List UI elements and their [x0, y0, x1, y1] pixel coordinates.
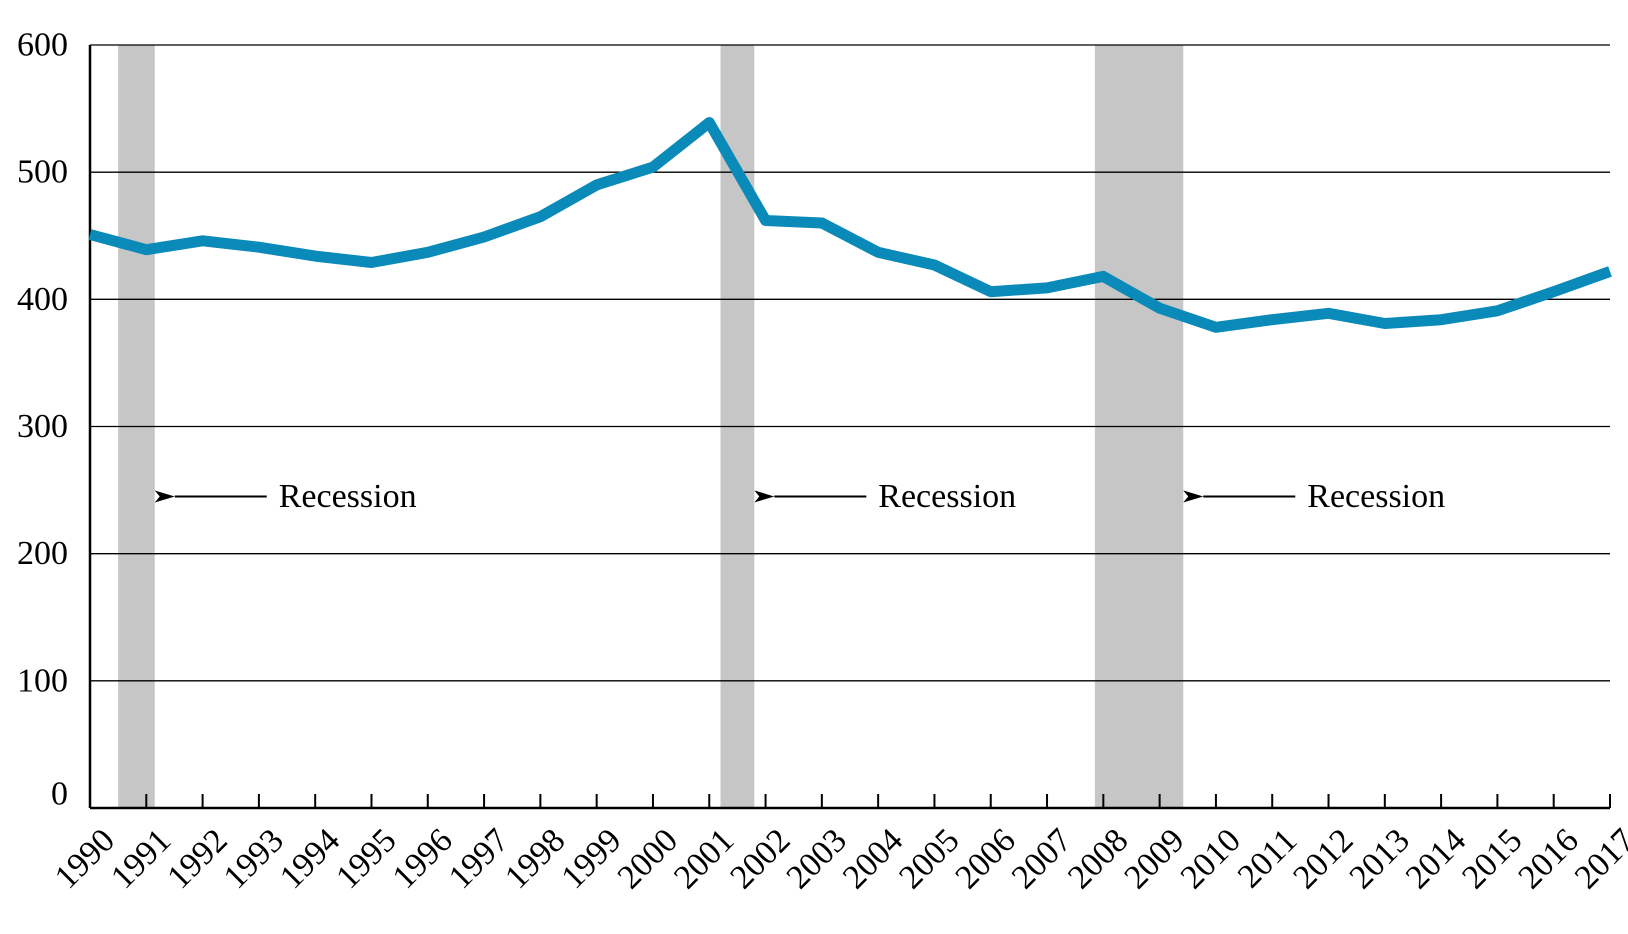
- data-point-2001: [709, 122, 710, 123]
- y-tick-label-500: 500: [17, 154, 68, 191]
- x-tick-label-2006: 2006: [949, 822, 1023, 896]
- x-tick-label-2015: 2015: [1455, 822, 1529, 896]
- y-tick-label-200: 200: [17, 535, 68, 572]
- data-point-1990: [90, 234, 91, 235]
- x-tick-label-2013: 2013: [1343, 822, 1417, 896]
- y-tick-label-400: 400: [17, 281, 68, 318]
- data-point-2005: [934, 264, 935, 265]
- data-point-1998: [540, 216, 541, 217]
- y-tick-label-300: 300: [17, 408, 68, 445]
- data-point-1999: [596, 184, 597, 185]
- data-point-1996: [427, 252, 428, 253]
- data-point-1995: [371, 262, 372, 263]
- x-tick-label-1998: 1998: [498, 822, 572, 896]
- data-point-2017: [1610, 271, 1611, 272]
- axes: [88, 45, 1611, 810]
- data-point-2003: [821, 223, 822, 224]
- data-point-1994: [315, 256, 316, 257]
- x-tick-label-1996: 1996: [386, 822, 460, 896]
- data-point-2010: [1215, 327, 1216, 328]
- data-point-2007: [1047, 287, 1048, 288]
- x-tick-label-2016: 2016: [1512, 822, 1586, 896]
- series-lines: [88, 117, 1612, 333]
- data-point-1991: [146, 249, 147, 250]
- x-tick-label-1990: 1990: [48, 822, 122, 896]
- data-point-1997: [484, 237, 485, 238]
- x-tick-label-2010: 2010: [1174, 822, 1248, 896]
- y-tick-label-100: 100: [17, 662, 68, 699]
- data-point-2002: [765, 220, 766, 221]
- gridlines: [90, 44, 1610, 682]
- x-tick-label-2007: 2007: [1005, 822, 1079, 896]
- x-tick-label-2003: 2003: [780, 822, 854, 896]
- x-tick-label-2002: 2002: [723, 822, 797, 896]
- data-point-2011: [1272, 319, 1273, 320]
- x-tick-label-2004: 2004: [836, 822, 910, 896]
- data-point-1993: [258, 247, 259, 248]
- data-point-2009: [1159, 308, 1160, 309]
- data-point-2015: [1497, 310, 1498, 311]
- x-tick-label-2017: 2017: [1568, 822, 1628, 896]
- data-point-2000: [652, 167, 653, 168]
- x-tick-label-2000: 2000: [611, 822, 685, 896]
- x-tick-label-1999: 1999: [554, 822, 628, 896]
- x-tick-label-1995: 1995: [329, 822, 403, 896]
- x-tick-label-2001: 2001: [667, 822, 741, 896]
- data-point-2016: [1553, 291, 1554, 292]
- x-tick-label-2012: 2012: [1286, 822, 1360, 896]
- x-tick-label-1993: 1993: [217, 822, 291, 896]
- y-tick-label-0: 0: [51, 776, 68, 813]
- series-line-0: [88, 117, 1612, 333]
- data-point-2004: [878, 252, 879, 253]
- x-tick-label-2009: 2009: [1117, 822, 1191, 896]
- x-tick-labels: 1990199119921993199419951996199719981999…: [48, 822, 1628, 896]
- x-tick-label-2005: 2005: [892, 822, 966, 896]
- x-tick-label-1997: 1997: [442, 822, 516, 896]
- data-point-2006: [990, 291, 991, 292]
- x-tick-label-1991: 1991: [104, 822, 178, 896]
- x-tick-label-2014: 2014: [1399, 822, 1473, 896]
- x-tick-label-2008: 2008: [1061, 822, 1135, 896]
- y-tick-labels: 0 100 200 300 400 500 600: [17, 27, 68, 813]
- data-point-2014: [1441, 319, 1442, 320]
- data-point-2012: [1328, 313, 1329, 314]
- recession-label-2: Recession: [1307, 478, 1445, 515]
- recession-annotations: Recession Recession Recession: [154, 478, 1445, 515]
- recession-label-0: Recession: [279, 478, 417, 515]
- recession-label-1: Recession: [878, 478, 1016, 515]
- x-tick-label-2011: 2011: [1231, 822, 1304, 895]
- data-point-2008: [1103, 276, 1104, 277]
- data-point-2013: [1384, 323, 1385, 324]
- x-tick-label-1992: 1992: [160, 822, 234, 896]
- y-tick-label-600: 600: [17, 27, 68, 64]
- x-tick-label-1994: 1994: [273, 822, 347, 896]
- data-point-1992: [202, 240, 203, 241]
